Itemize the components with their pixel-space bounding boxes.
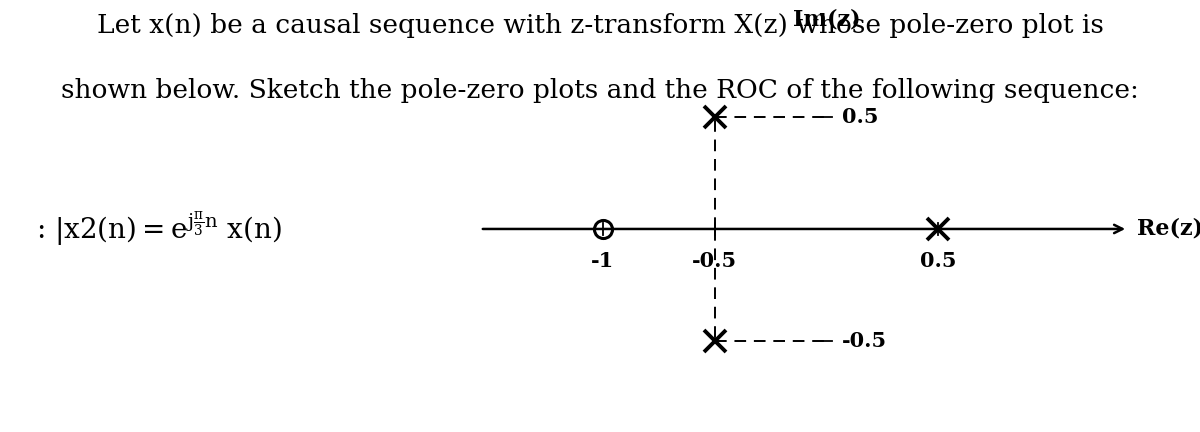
Text: -0.5: -0.5 [692,251,737,271]
Text: -1: -1 [592,251,614,271]
Text: Re(z): Re(z) [1136,218,1200,240]
Text: -0.5: -0.5 [842,330,887,351]
Text: 0.5: 0.5 [920,251,956,271]
Text: Let x(n) be a causal sequence with z-transform X(z) whose pole-zero plot is: Let x(n) be a causal sequence with z-tra… [96,13,1104,38]
Text: shown below. Sketch the pole-zero plots and the ROC of the following sequence:: shown below. Sketch the pole-zero plots … [61,78,1139,103]
Text: Im(z): Im(z) [792,8,860,30]
Text: 0.5: 0.5 [842,107,878,127]
Text: : $\mathregular{|x2(n)=e^{j\frac{\pi}{3}n}\ x(n)}$: : $\mathregular{|x2(n)=e^{j\frac{\pi}{3}… [36,210,282,248]
